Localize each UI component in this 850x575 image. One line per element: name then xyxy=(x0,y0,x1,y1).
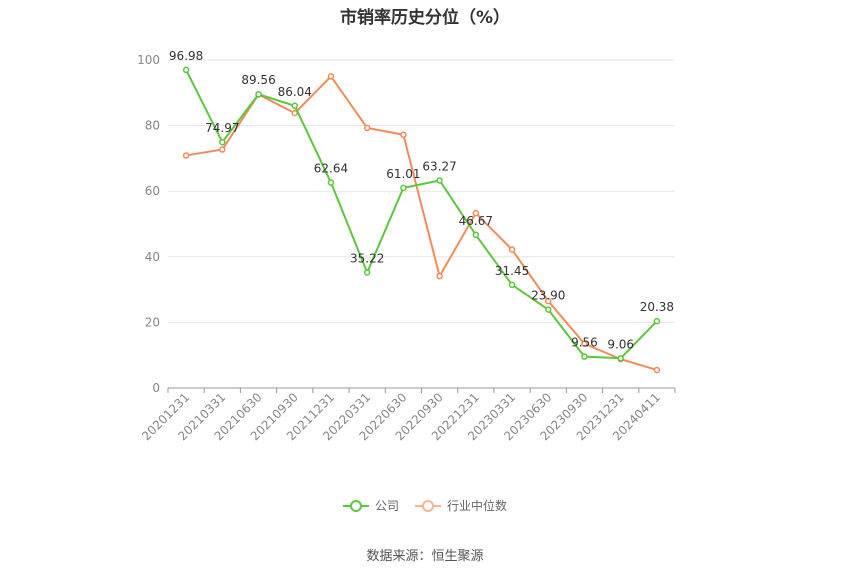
legend-item-industry[interactable]: 行业中位数 xyxy=(415,497,507,514)
y-tick-label: 40 xyxy=(145,250,160,264)
data-point-industry xyxy=(327,73,335,80)
data-point-company xyxy=(291,102,298,110)
data-point-company xyxy=(617,355,624,362)
data-source: 数据来源：恒生聚源 xyxy=(366,549,484,564)
y-tick-label: 60 xyxy=(145,184,160,198)
data-point-industry xyxy=(653,366,661,374)
data-point-industry xyxy=(545,297,552,305)
y-tick-label: 20 xyxy=(145,315,160,329)
data-label: 23.90 xyxy=(531,289,565,303)
data-label: 86.04 xyxy=(278,85,312,99)
data-point-industry xyxy=(400,131,407,139)
data-point-company xyxy=(472,231,480,239)
y-axis: 0 20 40 60 80 100 xyxy=(137,53,160,395)
data-label: 63.27 xyxy=(422,159,456,173)
x-axis: 2020123120210331202106302021093020211231… xyxy=(139,387,676,443)
data-point-industry xyxy=(508,246,516,253)
data-label: 46.67 xyxy=(459,214,493,228)
data-point-company xyxy=(581,353,588,360)
legend-swatch-company xyxy=(342,499,369,512)
data-point-industry xyxy=(581,340,588,347)
legend-label-company: 公司 xyxy=(374,499,399,513)
data-point-company xyxy=(327,179,335,186)
series-line-company xyxy=(185,69,658,360)
data-label: 89.56 xyxy=(241,73,275,87)
line-chart: 0 20 40 60 80 100 202012312021033120210630202… xyxy=(137,49,676,443)
data-label: 96.98 xyxy=(169,49,203,63)
data-point-company xyxy=(400,184,407,192)
data-label: 9.06 xyxy=(607,337,634,351)
data-point-company xyxy=(508,281,516,289)
data-point-company xyxy=(436,177,443,184)
data-point-company xyxy=(219,138,226,146)
chart-title: 市销率历史分位（%） xyxy=(339,8,511,28)
data-label: 20.38 xyxy=(640,300,674,314)
series-line-industry xyxy=(185,75,658,371)
data-label: 62.64 xyxy=(314,162,348,176)
data-point-company xyxy=(255,90,262,98)
legend-swatch-industry xyxy=(415,499,441,512)
data-point-industry xyxy=(472,209,480,217)
data-point-industry xyxy=(182,152,190,159)
data-point-industry xyxy=(219,146,226,153)
data-point-industry xyxy=(363,124,371,132)
legend: 公司 行业中位数 xyxy=(0,497,850,514)
data-point-company xyxy=(545,306,552,313)
y-tick-label: 0 xyxy=(152,381,160,395)
y-tick-label: 100 xyxy=(137,53,160,67)
data-label: 61.01 xyxy=(386,167,420,181)
legend-item-company[interactable]: 公司 xyxy=(342,497,399,514)
y-tick-label: 80 xyxy=(145,119,160,133)
data-label: 35.22 xyxy=(350,251,384,265)
series-layer xyxy=(182,66,661,374)
data-point-company xyxy=(363,269,371,276)
data-label: 31.45 xyxy=(495,264,529,278)
data-point-industry xyxy=(436,272,443,280)
data-label: 9.56 xyxy=(571,336,598,350)
legend-label-industry: 行业中位数 xyxy=(447,499,508,513)
data-label: 74.97 xyxy=(205,121,239,135)
data-point-company xyxy=(182,66,190,74)
data-point-company xyxy=(653,317,661,325)
gridlines xyxy=(168,59,675,323)
